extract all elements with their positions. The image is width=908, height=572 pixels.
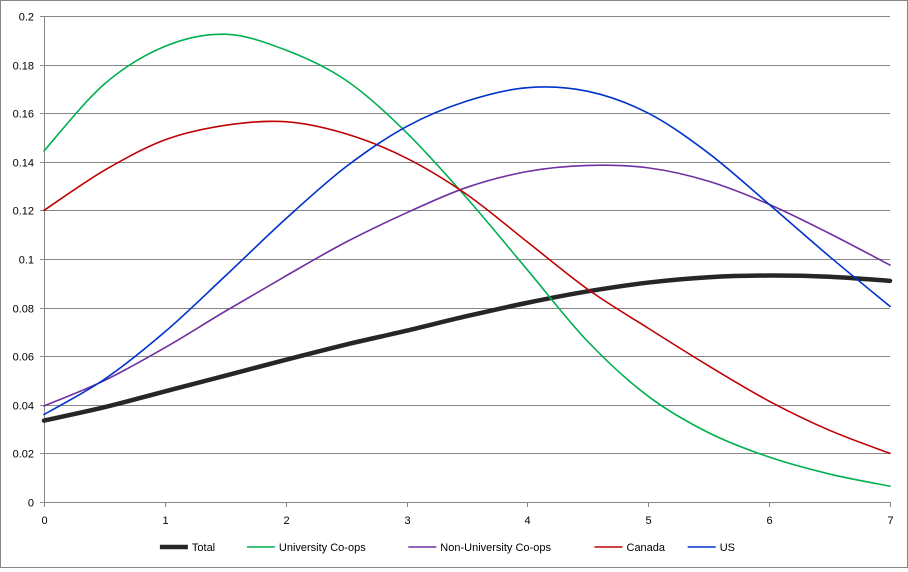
axes: 0 0.02 0.04 0.06 0.08 0.1 0.12 0.14 0.16 0.18 0.2 0… [13, 12, 894, 528]
legend: Total University Co-ops Non-University Co-… [159, 542, 735, 554]
y-tick-label: 0.16 [13, 109, 34, 121]
gridlines [44, 16, 890, 454]
series-line-total [41, 273, 893, 423]
x-tick-label: 7 [887, 515, 893, 527]
series-line-non-university-co-ops [43, 164, 891, 407]
y-tick-label: 0.04 [13, 401, 34, 413]
x-tick-label: 5 [645, 515, 651, 527]
y-tick-label: 0.1 [19, 255, 34, 267]
y-tick-label: 0.06 [13, 352, 34, 364]
x-tick-label: 3 [404, 515, 410, 527]
y-tick-label: 0.08 [13, 304, 34, 316]
y-tick-label: 0.14 [13, 158, 34, 170]
series-line-us [43, 86, 891, 416]
legend-label-non-university-co-ops: Non-University Co-ops [440, 542, 551, 554]
legend-label-total: Total [192, 542, 215, 554]
series-line-canada [43, 120, 891, 455]
legend-label-university-co-ops: University Co-ops [279, 542, 366, 554]
x-tick-label: 1 [162, 515, 168, 527]
series-line-university-co-ops [43, 33, 891, 487]
x-tick-label: 4 [524, 515, 530, 527]
y-tick-label: 0 [28, 498, 34, 510]
x-tick-label: 0 [41, 515, 47, 527]
y-tick-label: 0.12 [13, 206, 34, 218]
series-lines [41, 33, 893, 487]
x-tick-label: 2 [283, 515, 289, 527]
y-tick-label: 0.02 [13, 449, 34, 461]
y-tick-label: 0.18 [13, 61, 34, 73]
legend-label-us: US [720, 542, 735, 554]
legend-label-canada: Canada [627, 542, 666, 554]
y-tick-label: 0.2 [19, 12, 34, 24]
x-tick-label: 6 [766, 515, 772, 527]
